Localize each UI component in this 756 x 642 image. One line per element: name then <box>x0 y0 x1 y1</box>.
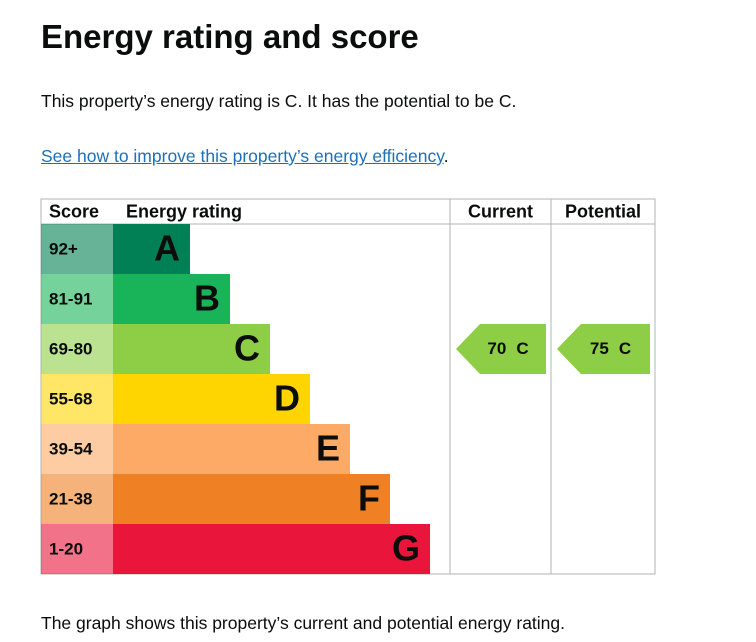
rating-bar <box>113 274 230 324</box>
band-score: 55-68 <box>49 389 92 408</box>
potential-score: 75 <box>590 339 609 358</box>
summary: This property’s energy rating is C. It h… <box>41 91 517 111</box>
current-score: 70 <box>487 339 506 358</box>
band-score: 39-54 <box>49 439 93 458</box>
band-score: 92+ <box>49 239 78 258</box>
rating-bar <box>113 324 270 374</box>
score-cell <box>41 374 113 424</box>
band-letter: C <box>234 328 260 369</box>
score-cell <box>41 524 113 574</box>
link-line: See how to improve this property’s energ… <box>41 146 449 167</box>
band-score: 1-20 <box>49 539 83 558</box>
link-punct: . <box>443 146 449 166</box>
rating-bar <box>113 374 310 424</box>
page-title: Energy rating and score <box>41 18 419 55</box>
band-score: 69-80 <box>49 339 92 358</box>
column-header: Potential <box>565 201 641 221</box>
band-score: 21-38 <box>49 489 92 508</box>
score-cell <box>41 224 113 274</box>
score-cell <box>41 474 113 524</box>
band-letter: D <box>274 378 300 419</box>
improve-link[interactable]: See how to improve this property’s energ… <box>41 146 444 166</box>
column-header: Energy rating <box>126 201 242 221</box>
rating-bar <box>113 224 190 274</box>
energy-graph: Score Energy rating Current Potential 92+ A 81… <box>40 198 656 575</box>
footer-text: The graph shows this property’s current … <box>41 613 566 633</box>
band-letter: A <box>154 228 180 269</box>
band-letter: G <box>392 528 420 569</box>
current-arrow <box>456 324 546 374</box>
rating-bar <box>113 474 390 524</box>
column-header: Score <box>49 201 99 221</box>
band-letter: E <box>316 428 340 469</box>
band-letter: B <box>194 278 220 319</box>
current-rating: C <box>516 339 528 358</box>
score-cell <box>41 274 113 324</box>
score-cell <box>41 424 113 474</box>
potential-arrow <box>557 324 650 374</box>
potential-label: 75 C <box>590 339 631 358</box>
current-label: 70 C <box>487 339 528 358</box>
potential-rating: C <box>619 339 631 358</box>
band-score: 81-91 <box>49 289 92 308</box>
column-header: Current <box>468 201 533 221</box>
band-letter: F <box>358 478 380 519</box>
score-cell <box>41 324 113 374</box>
rating-bar <box>113 524 430 574</box>
rating-bar <box>113 424 350 474</box>
